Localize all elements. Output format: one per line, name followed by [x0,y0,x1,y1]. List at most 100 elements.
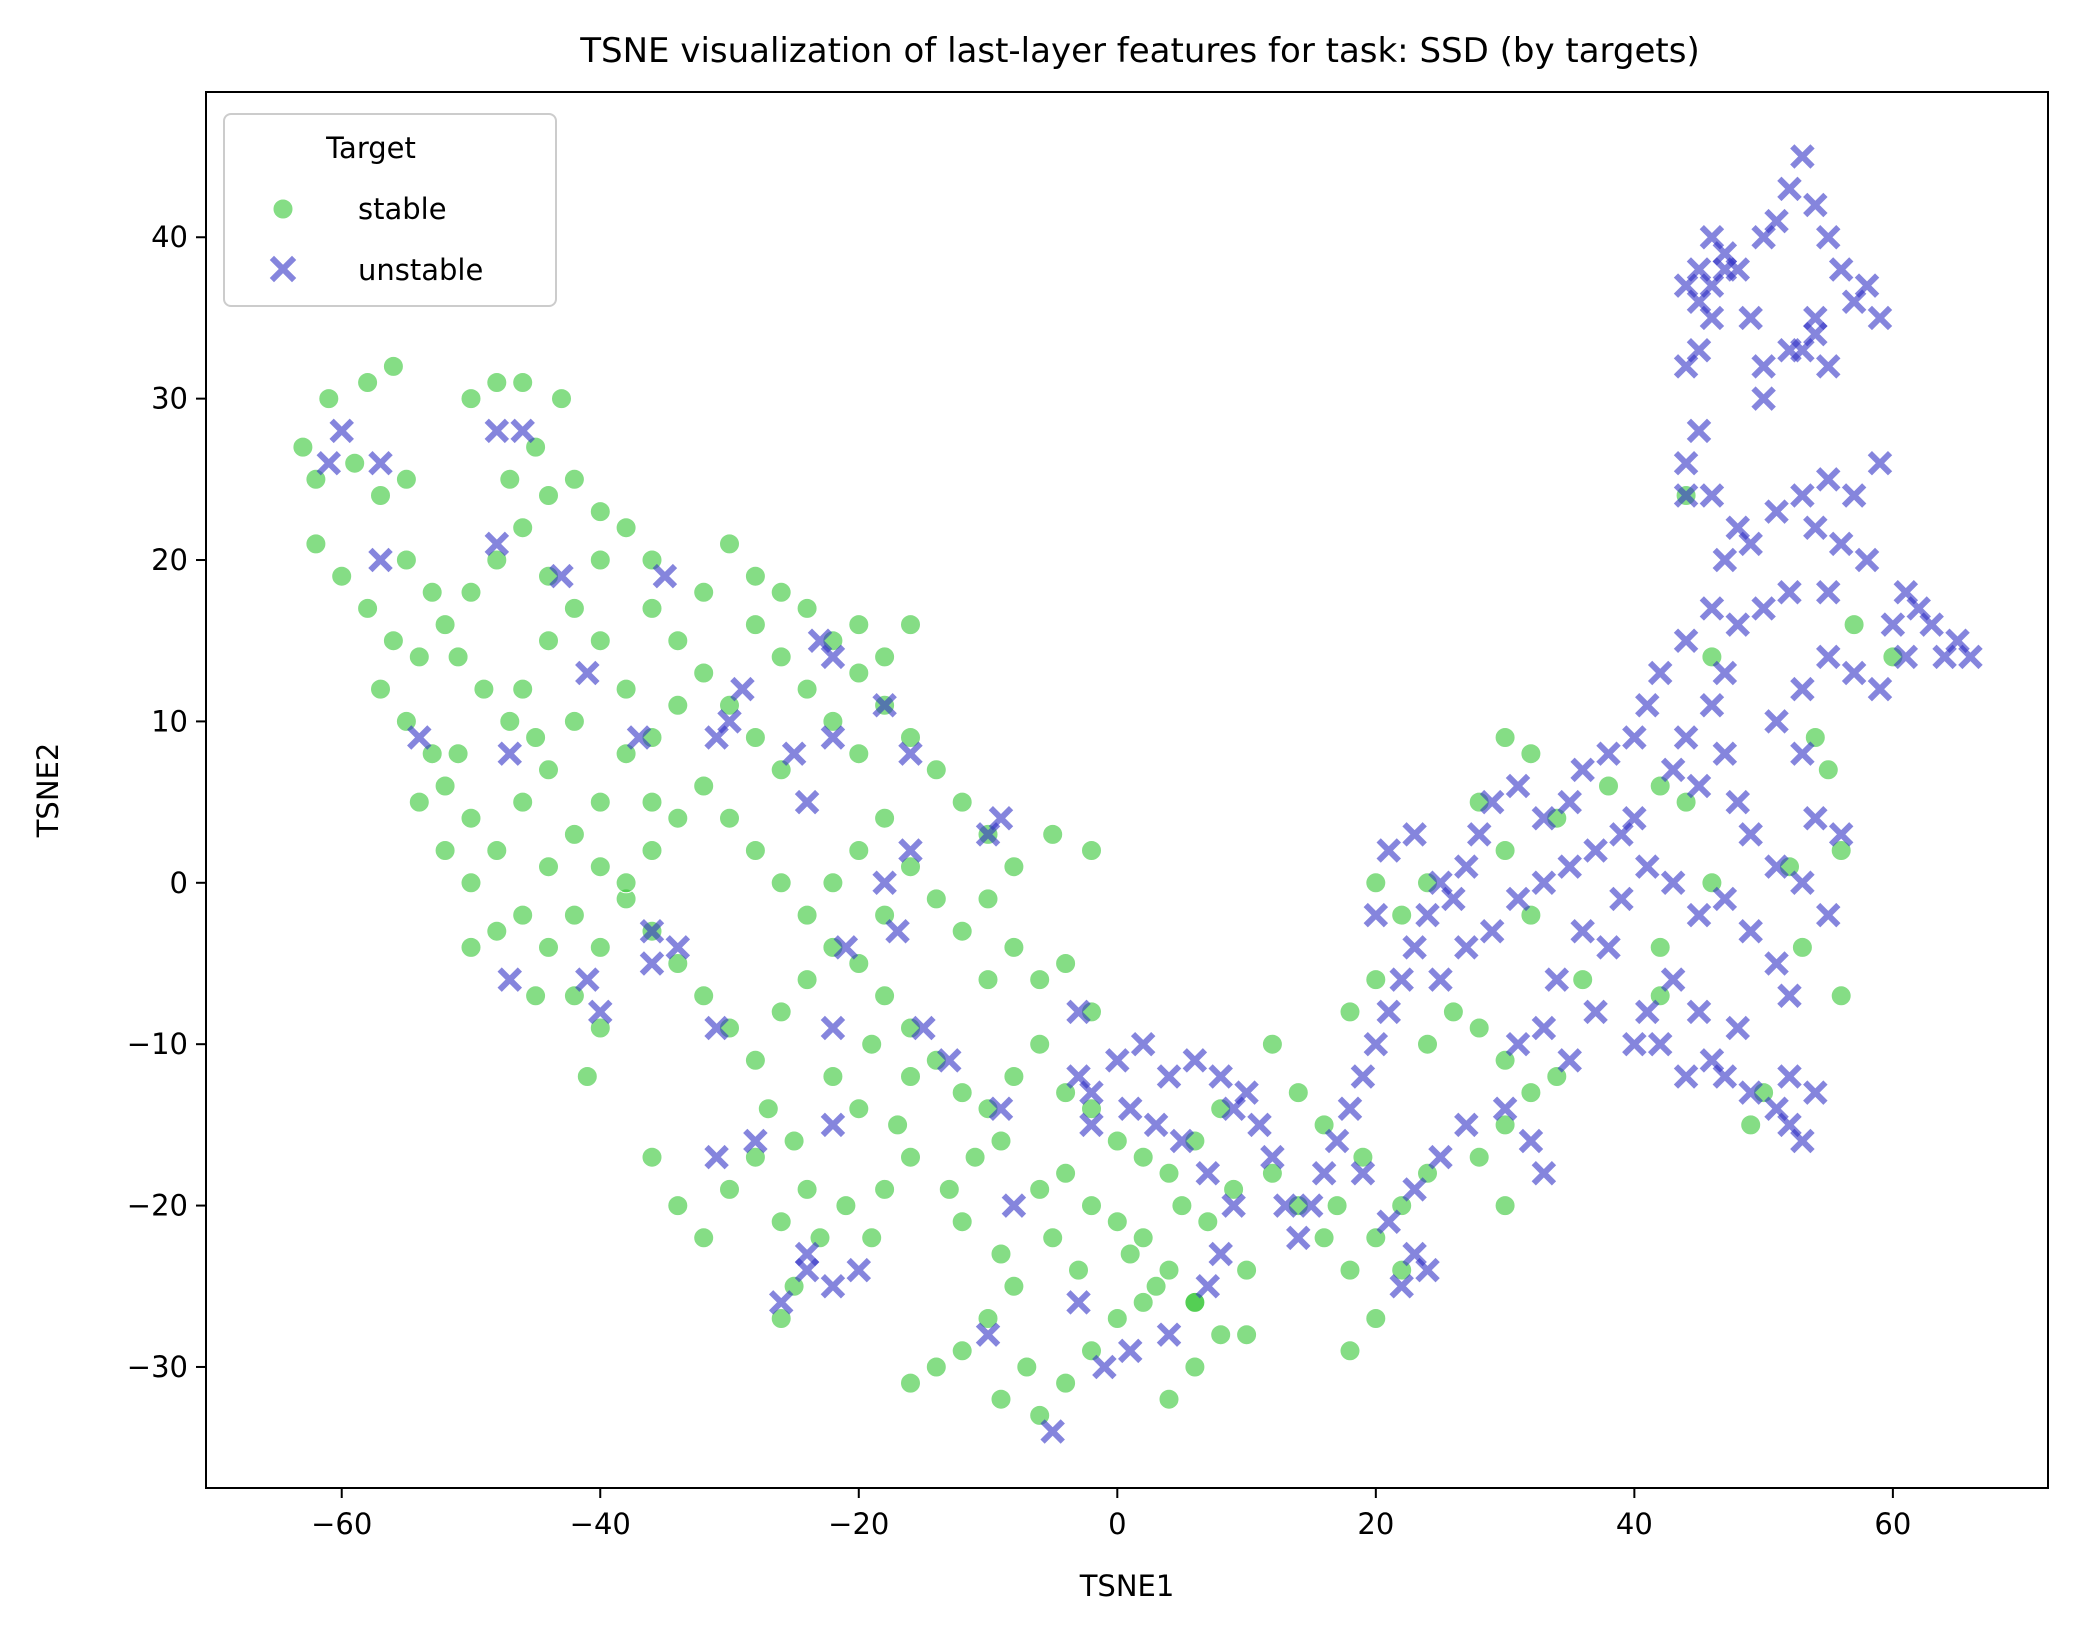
unstable-point [1712,741,1738,766]
unstable-point [1635,854,1660,879]
unstable-point [1169,1128,1195,1154]
unstable-point [1803,192,1828,218]
stable-point [1843,614,1865,636]
unstable-point [1221,1193,1246,1218]
unstable-point [820,1015,846,1041]
stable-point [499,468,521,490]
stable-point [292,436,314,458]
unstable-point [1079,1112,1104,1138]
unstable-point [1816,225,1841,250]
stable-point [1184,1356,1206,1378]
stable-point [1042,823,1064,845]
stable-point [1442,1001,1464,1023]
stable-point [796,678,818,700]
stable-point [938,1178,960,1200]
unstable-point [1751,354,1776,379]
stable-point [977,1308,999,1329]
stable-point [887,1114,909,1136]
unstable-point [1738,822,1763,847]
stable-point [1417,1033,1438,1055]
unstable-point [329,418,354,444]
stable-point [667,630,689,652]
unstable-point [1001,1193,1027,1218]
stable-point [1520,1082,1542,1104]
stable-point [951,920,973,942]
stable-point [1145,1275,1167,1297]
y-tick-label: 30 [151,382,188,416]
stable-point [357,372,379,393]
stable-point [1081,1195,1102,1217]
stable-point [1055,1162,1077,1184]
stable-point [512,678,534,700]
stable-point [1171,1195,1193,1217]
x-tick-label: −20 [828,1507,889,1541]
unstable-point [1816,644,1841,670]
stable-point [900,1372,921,1394]
stable-point [1132,1291,1154,1313]
unstable-point [1609,886,1634,912]
stable-point [1081,1098,1102,1120]
stable-point [719,1178,740,1200]
unstable-point [1363,1031,1389,1057]
unstable-point [1712,660,1738,686]
stable-point [1132,1146,1154,1168]
unstable-point [1466,822,1492,847]
unstable-point [1867,676,1893,702]
unstable-point [911,1015,936,1041]
stable-point [473,678,495,700]
unstable-point [575,660,600,686]
unstable-point [1699,305,1725,331]
stable-point [744,565,766,587]
unstable-point [1841,483,1867,508]
stable-point [667,953,689,974]
stable-point [719,807,740,829]
stable-point [1339,1259,1361,1281]
unstable-point [575,967,600,992]
unstable-point [1066,1290,1091,1315]
unstable-point [1402,822,1427,847]
unstable-point [1841,660,1867,686]
stable-point [563,468,585,490]
unstable-point [794,1257,820,1283]
stable-point [460,388,482,410]
stable-point [1158,1388,1180,1410]
stable-point [460,807,482,829]
stable-point [770,1001,792,1023]
unstable-point [1557,1048,1582,1073]
stable-point [925,1356,947,1378]
unstable-point [1790,144,1815,169]
unstable-point [1518,1128,1544,1154]
unstable-point [1880,612,1906,637]
stable-point [1003,856,1025,878]
unstable-point [820,1274,846,1299]
stable-point [848,840,870,861]
unstable-point [1402,1177,1427,1202]
unstable-point [898,838,923,863]
x-tick-label: −60 [311,1507,372,1541]
stable-point [757,1098,779,1120]
unstable-point [1130,1031,1156,1057]
unstable-point [781,741,807,766]
stable-point [486,920,508,942]
stable-point [667,807,689,829]
stable-point [796,904,818,926]
unstable-point [1454,854,1479,879]
unstable-point [1454,935,1479,960]
unstable-point [316,450,342,476]
unstable-point [1402,935,1427,960]
stable-point [1791,936,1813,958]
unstable-point [1350,1064,1376,1089]
stable-point [874,1178,896,1200]
stable-point [318,388,340,410]
unstable-point [820,725,846,750]
x-axis-ticks: −60 −40 −20 0 20 40 60 [311,1488,1911,1541]
stable-point [589,936,611,958]
unstable-point [1531,1015,1557,1041]
unstable-point [1415,1257,1440,1283]
legend-unstable-label: unstable [358,253,483,287]
unstable-point [730,676,755,702]
stable-point [1197,1211,1219,1233]
stable-point [641,791,663,813]
y-axis-ticks: −30 −20 −10 0 10 20 30 40 [127,220,206,1384]
unstable-point [1531,870,1557,896]
